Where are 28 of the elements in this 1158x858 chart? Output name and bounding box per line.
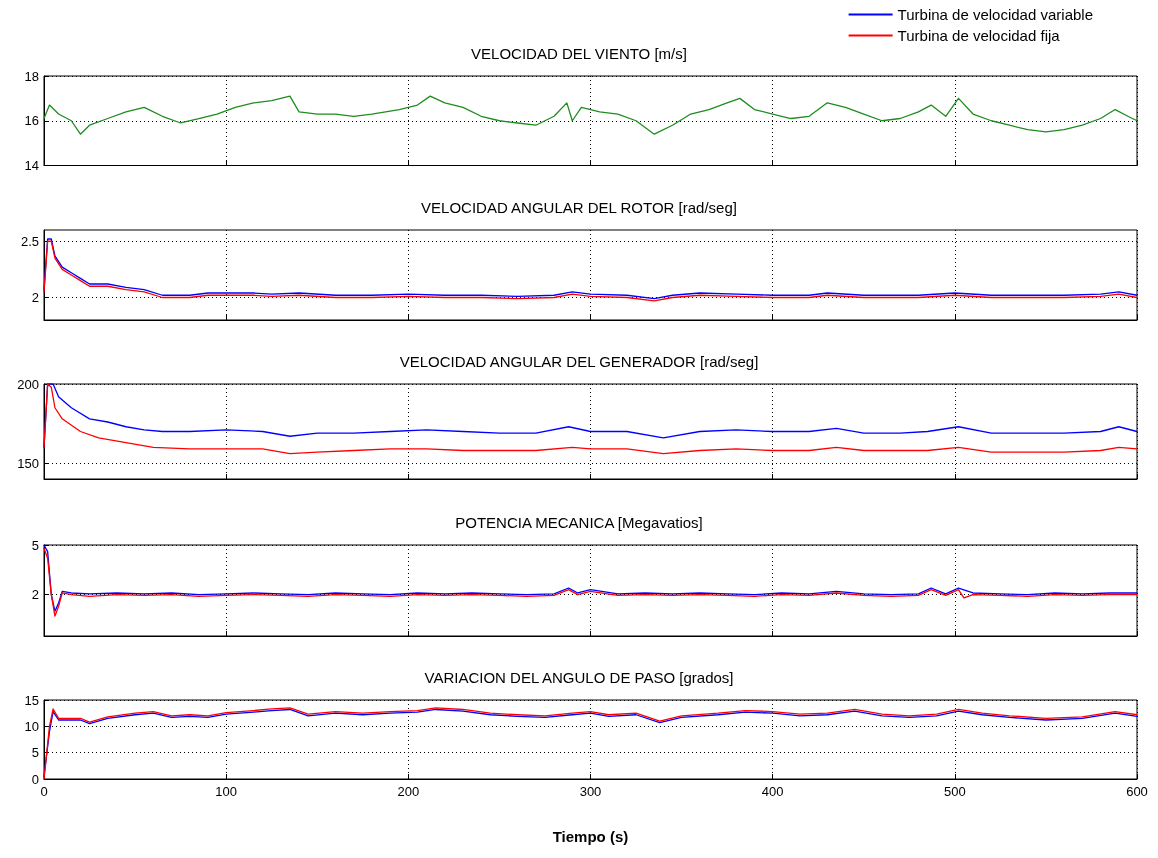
x-axis-title: Tiempo (s) bbox=[552, 828, 629, 845]
chart-title: VELOCIDAD ANGULAR DEL GENERADOR [rad/seg] bbox=[399, 353, 759, 370]
legend-label: Turbina de velocidad fija bbox=[897, 27, 1061, 44]
chart-title: VARIACION DEL ANGULO DE PASO [grados] bbox=[424, 669, 734, 686]
chart-title: VELOCIDAD ANGULAR DEL ROTOR [rad/seg] bbox=[421, 199, 737, 216]
x-tick-label: 400 bbox=[761, 784, 784, 799]
y-tick-label: 5 bbox=[31, 745, 39, 761]
y-tick-label: 200 bbox=[17, 376, 39, 392]
y-tick-label: 14 bbox=[24, 158, 39, 173]
x-tick-label: 300 bbox=[579, 784, 602, 799]
y-tick-label: 2.5 bbox=[20, 233, 39, 249]
y-tick-label: 2 bbox=[31, 587, 39, 603]
x-tick-label: 500 bbox=[943, 784, 966, 799]
y-tick-label: 5 bbox=[31, 537, 39, 553]
y-tick-label: 15 bbox=[24, 692, 39, 708]
legend-label: Turbina de velocidad variable bbox=[897, 6, 1094, 23]
y-tick-label: 150 bbox=[17, 455, 39, 471]
y-tick-label: 18 bbox=[24, 68, 39, 84]
chart-title: VELOCIDAD DEL VIENTO [m/s] bbox=[471, 45, 687, 62]
chart-title: POTENCIA MECANICA [Megavatios] bbox=[455, 514, 703, 531]
y-tick-label: 10 bbox=[24, 718, 39, 734]
y-tick-label: 16 bbox=[24, 113, 39, 129]
line-series bbox=[43, 95, 1138, 135]
x-tick-label: 200 bbox=[397, 784, 420, 799]
x-tick-label: 100 bbox=[215, 784, 238, 799]
y-tick-label: 0 bbox=[31, 771, 39, 787]
y-tick-label: 2 bbox=[31, 290, 39, 305]
x-tick-label: 600 bbox=[1126, 784, 1148, 799]
